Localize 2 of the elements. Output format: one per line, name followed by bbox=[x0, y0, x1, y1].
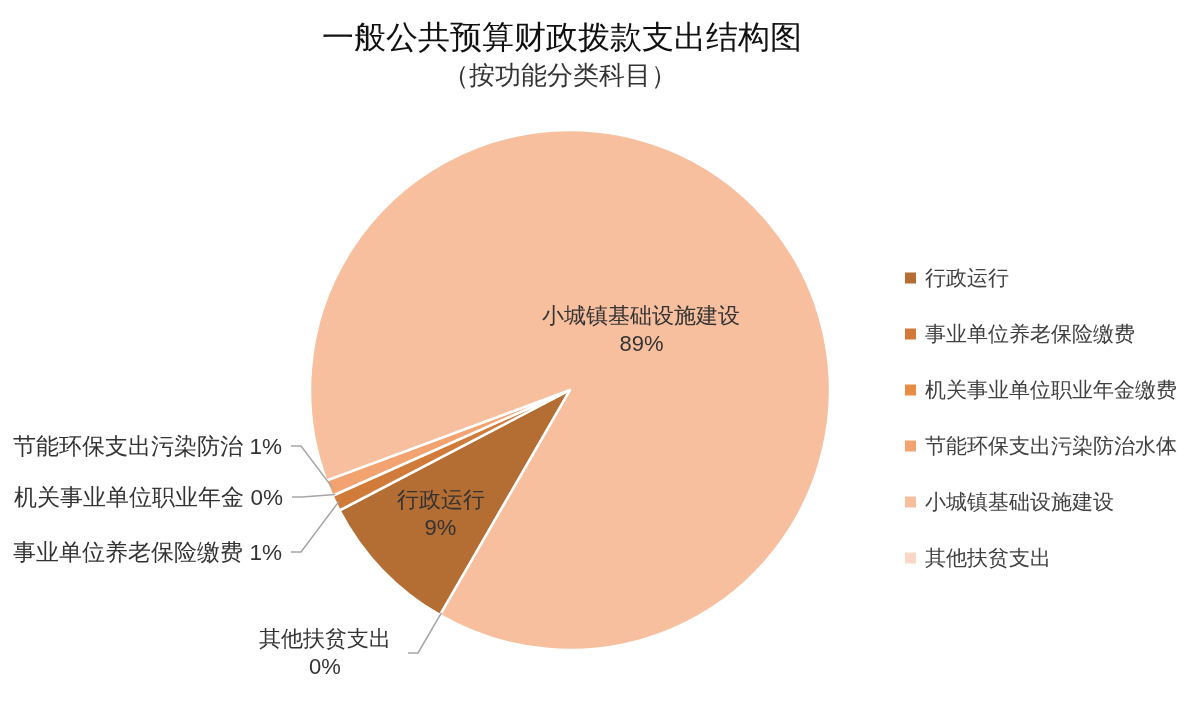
subtitle: （按功能分类科目） bbox=[443, 61, 677, 90]
title: 一般公共预算财政拨款支出结构图 bbox=[322, 19, 802, 55]
